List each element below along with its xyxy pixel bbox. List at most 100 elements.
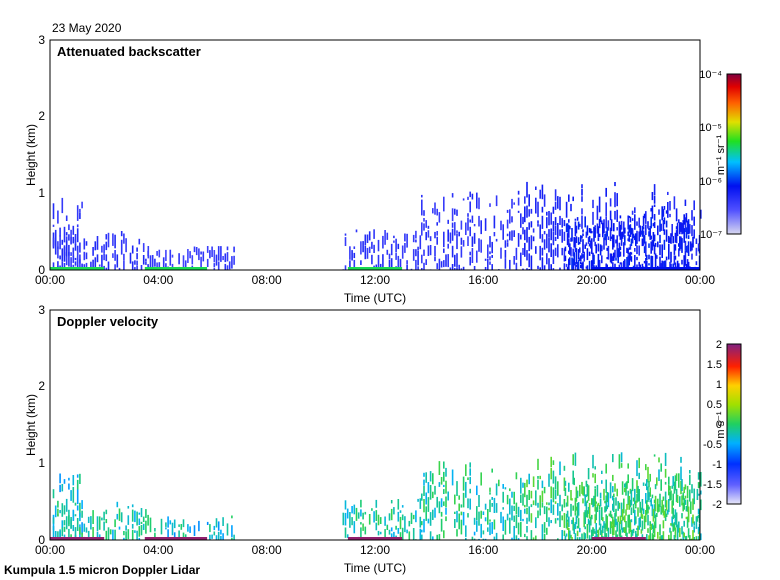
backscatter-cell (613, 252, 615, 261)
backscatter-cell (659, 234, 661, 243)
backscatter-cell (489, 251, 491, 255)
velocity-cell (696, 489, 699, 500)
backscatter-cell (581, 189, 583, 196)
backscatter-cell (393, 235, 395, 239)
velocity-cell (628, 495, 630, 510)
backscatter-cell (612, 256, 614, 262)
backscatter-cell (668, 243, 670, 260)
backscatter-cell (591, 231, 593, 234)
velocity-cell (656, 513, 658, 517)
velocity-cell (570, 503, 572, 517)
velocity-cell (588, 503, 591, 519)
velocity-cell (587, 468, 590, 480)
backscatter-cell (74, 234, 77, 245)
backscatter-cell (616, 247, 618, 258)
backscatter-cell (691, 225, 693, 237)
backscatter-cell (423, 223, 425, 231)
backscatter-cell (552, 249, 555, 264)
velocity-cell (522, 493, 524, 506)
backscatter-cell (627, 215, 629, 230)
backscatter-cell (68, 251, 70, 267)
velocity-cell (526, 507, 528, 515)
velocity-cell (619, 529, 622, 539)
velocity-cell (692, 514, 694, 524)
backscatter-cbtick-2: 10⁻⁵ (699, 122, 722, 134)
velocity-cell (417, 498, 419, 502)
backscatter-ytick-1: 1 (38, 186, 45, 200)
backscatter-cell (691, 253, 693, 260)
velocity-cell (615, 508, 617, 517)
backscatter-cell (671, 224, 673, 237)
backscatter-cell (445, 254, 447, 267)
velocity-cell (222, 517, 224, 526)
backscatter-cell (648, 263, 650, 266)
backscatter-cell (511, 216, 513, 223)
backscatter-cell (565, 201, 568, 218)
backscatter-cell (528, 194, 530, 207)
velocity-cell (636, 527, 638, 531)
backscatter-cell (438, 212, 441, 223)
velocity-cell (649, 526, 651, 540)
backscatter-cell (648, 254, 650, 260)
velocity-cell (653, 499, 656, 504)
velocity-cell (678, 521, 680, 533)
backscatter-cell (577, 221, 580, 230)
velocity-cell (467, 477, 469, 480)
velocity-cell (575, 506, 578, 511)
velocity-cell (642, 482, 645, 486)
backscatter-cell (386, 249, 389, 255)
backscatter-cell (213, 267, 216, 270)
backscatter-cell (410, 268, 413, 270)
velocity-xtick-1: 04:00 (143, 543, 173, 557)
backscatter-cell (686, 220, 689, 235)
velocity-cell (672, 476, 674, 487)
velocity-cell (675, 512, 678, 528)
backscatter-cell (657, 225, 659, 236)
velocity-cell (576, 503, 579, 518)
backscatter-cell (548, 258, 550, 270)
velocity-cell (473, 531, 476, 536)
backscatter-cell (467, 213, 469, 217)
velocity-cell (654, 514, 657, 529)
velocity-ylabel: Height (km) (24, 394, 38, 456)
backscatter-cell (598, 196, 601, 213)
velocity-cell (379, 517, 382, 524)
backscatter-cell (683, 228, 685, 243)
velocity-cell (412, 514, 415, 520)
backscatter-cell (665, 210, 668, 214)
backscatter-cell (94, 257, 97, 270)
backscatter-cell (546, 233, 548, 249)
velocity-cbtick-4: 0 (716, 419, 722, 431)
velocity-cell (502, 484, 504, 489)
velocity-cell (564, 480, 567, 486)
velocity-cell (399, 532, 402, 540)
velocity-cell (629, 519, 632, 533)
velocity-cell (561, 504, 563, 512)
velocity-cell (138, 537, 141, 540)
velocity-cell (593, 528, 595, 534)
velocity-cell (85, 527, 88, 533)
velocity-cell (693, 488, 695, 505)
backscatter-cell (530, 235, 533, 250)
velocity-cell (462, 511, 465, 526)
velocity-cell (684, 484, 687, 490)
backscatter-cell (579, 247, 581, 253)
backscatter-cell (681, 238, 683, 253)
backscatter-cell (581, 215, 583, 229)
backscatter-cell (57, 241, 59, 250)
velocity-cell (662, 496, 665, 501)
backscatter-cell (652, 232, 655, 247)
backscatter-cell (511, 198, 513, 209)
velocity-xtick-6: 00:00 (685, 543, 715, 557)
backscatter-cell (473, 266, 476, 270)
backscatter-cell (653, 221, 656, 228)
backscatter-cell (524, 196, 526, 204)
backscatter-cell (609, 227, 612, 242)
backscatter-cell (541, 247, 544, 256)
backscatter-cell (623, 242, 625, 257)
backscatter-cell (576, 261, 579, 270)
velocity-cell (683, 532, 685, 538)
velocity-cell (226, 523, 229, 536)
velocity-cell (59, 510, 61, 514)
